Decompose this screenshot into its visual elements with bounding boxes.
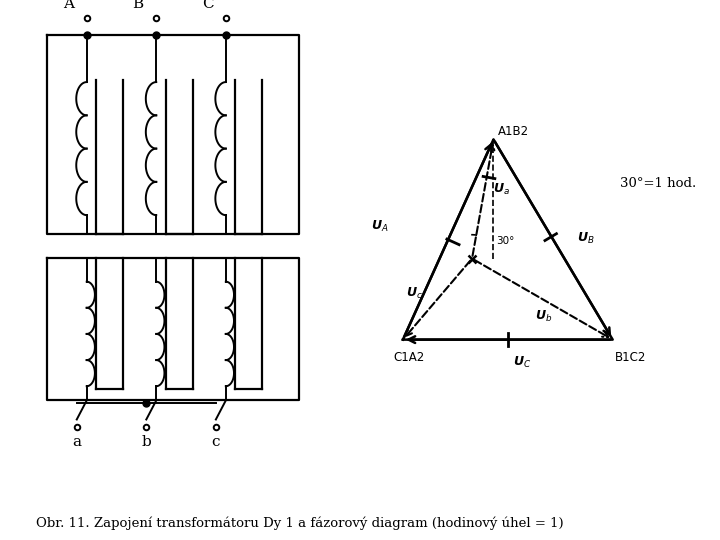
Text: $\boldsymbol{U}_C$: $\boldsymbol{U}_C$ [513, 355, 531, 370]
Text: b: b [141, 435, 151, 449]
Text: $\boldsymbol{U}_B$: $\boldsymbol{U}_B$ [577, 231, 595, 246]
Text: 30°: 30° [496, 237, 514, 246]
Text: c: c [212, 435, 220, 449]
Text: $\boldsymbol{U}_c$: $\boldsymbol{U}_c$ [407, 286, 423, 301]
Text: $\boldsymbol{U}_b$: $\boldsymbol{U}_b$ [536, 309, 553, 324]
Text: 30°=1 hod.: 30°=1 hod. [620, 177, 696, 190]
Text: $\boldsymbol{U}_a$: $\boldsymbol{U}_a$ [493, 182, 510, 197]
Text: B1C2: B1C2 [615, 351, 647, 364]
Text: a: a [72, 435, 81, 449]
Text: A1B2: A1B2 [498, 125, 529, 138]
Text: $\boldsymbol{U}_A$: $\boldsymbol{U}_A$ [371, 219, 389, 234]
Text: Obr. 11. Zapojení transformátoru Dy 1 a fázorový diagram (hodinový úhel = 1): Obr. 11. Zapojení transformátoru Dy 1 a … [36, 516, 564, 530]
Text: C: C [202, 0, 213, 11]
Text: C1A2: C1A2 [393, 351, 425, 364]
Text: B: B [132, 0, 143, 11]
Text: A: A [63, 0, 74, 11]
